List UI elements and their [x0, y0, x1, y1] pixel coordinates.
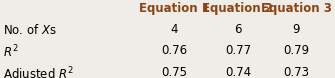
Text: 4: 4: [171, 23, 178, 36]
Text: Equation 3: Equation 3: [261, 2, 332, 15]
Text: 0.73: 0.73: [283, 66, 310, 78]
Text: Equation 1: Equation 1: [139, 2, 210, 15]
Text: 0.76: 0.76: [161, 44, 187, 57]
Text: 0.79: 0.79: [283, 44, 310, 57]
Text: $R^{2}$: $R^{2}$: [3, 44, 19, 60]
Text: 0.75: 0.75: [161, 66, 187, 78]
Text: 9: 9: [293, 23, 300, 36]
Text: 6: 6: [234, 23, 242, 36]
Text: No. of $\it{X}$s: No. of $\it{X}$s: [3, 23, 57, 37]
Text: Adjusted $R^{2}$: Adjusted $R^{2}$: [3, 66, 74, 78]
Text: 0.77: 0.77: [225, 44, 251, 57]
Text: 0.74: 0.74: [225, 66, 251, 78]
Text: Equation 2: Equation 2: [202, 2, 273, 15]
